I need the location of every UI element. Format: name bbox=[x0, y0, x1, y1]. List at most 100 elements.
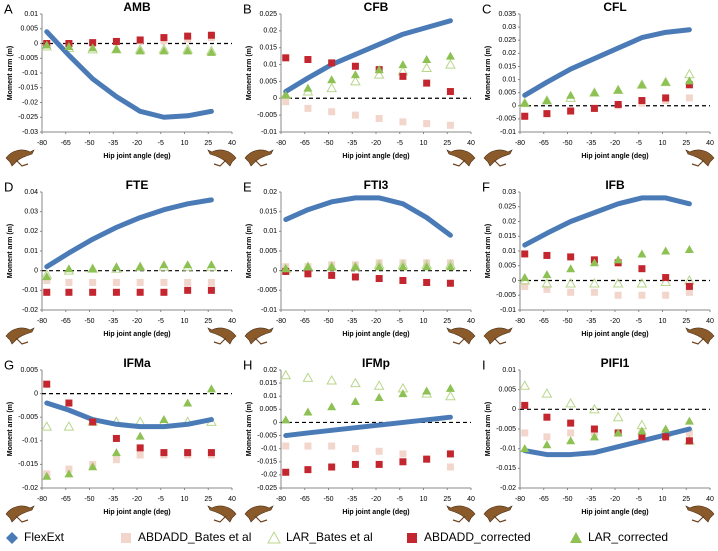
legend-swatch bbox=[267, 530, 281, 544]
x-tick-label: -50 bbox=[562, 140, 572, 147]
y-tick-label: -0.03 bbox=[22, 129, 38, 136]
bird-body bbox=[483, 327, 513, 345]
triangle-point bbox=[542, 96, 552, 105]
y-tick-label: 0.005 bbox=[259, 406, 277, 413]
open-triangle-point bbox=[565, 397, 577, 408]
triangle-point bbox=[135, 262, 145, 271]
square-point bbox=[543, 433, 551, 441]
y-tick-label: -0.01 bbox=[500, 129, 516, 136]
triangle-point bbox=[303, 262, 313, 271]
square-point bbox=[207, 286, 215, 294]
y-tick-label: -0.01 bbox=[500, 446, 516, 453]
triangle-point bbox=[303, 407, 313, 416]
square-point bbox=[614, 291, 622, 299]
square-point bbox=[446, 121, 454, 129]
square-point bbox=[282, 98, 290, 106]
y-tick-label: 0.005 bbox=[498, 263, 516, 270]
x-tick-label: 10 bbox=[420, 496, 428, 503]
triangle-point bbox=[206, 260, 216, 269]
legend-label: ABDADD_Bates et al bbox=[138, 530, 251, 544]
y-tick-label: 0 bbox=[512, 277, 516, 284]
y-tick-label: -0.01 bbox=[500, 307, 516, 314]
bird-body bbox=[5, 327, 35, 345]
square-point bbox=[638, 291, 646, 299]
x-tick-label: -65 bbox=[300, 140, 310, 147]
x-tick-label: 40 bbox=[228, 140, 236, 147]
square-point bbox=[685, 81, 693, 89]
square-point bbox=[136, 451, 144, 459]
square-point bbox=[446, 450, 454, 458]
x-axis-label: Hip joint angle (deg) bbox=[103, 153, 170, 160]
legend-label: LAR_Bates et al bbox=[286, 530, 373, 544]
x-tick-label: -65 bbox=[61, 140, 71, 147]
square-point bbox=[282, 442, 290, 450]
x-tick-label: 40 bbox=[228, 496, 236, 503]
open-triangle-point bbox=[373, 69, 385, 79]
square-point bbox=[304, 56, 312, 64]
bird-leg bbox=[213, 515, 227, 523]
open-triangle-point bbox=[280, 369, 292, 380]
triangle-point bbox=[637, 80, 647, 89]
x-axis-label: Hip joint angle (deg) bbox=[342, 509, 409, 516]
square-point bbox=[567, 429, 575, 437]
triangle-point bbox=[327, 262, 337, 271]
x-tick-label: -35 bbox=[586, 496, 596, 503]
y-tick-label: 0.035 bbox=[498, 11, 516, 18]
triangle-point bbox=[327, 75, 337, 84]
triangle-point bbox=[684, 245, 694, 254]
y-tick-label: 0.02 bbox=[263, 28, 277, 35]
x-axis-label: Hip joint angle (deg) bbox=[103, 509, 170, 516]
square-point bbox=[521, 112, 529, 120]
triangle-point bbox=[303, 83, 313, 92]
triangle-point bbox=[64, 264, 74, 273]
open-triangle-point bbox=[660, 276, 672, 286]
x-tick-label: -20 bbox=[371, 318, 381, 325]
x-tick-label: -5 bbox=[158, 318, 164, 325]
x-tick-label: -35 bbox=[586, 318, 596, 325]
x-tick-label: 40 bbox=[467, 318, 475, 325]
x-tick-label: 40 bbox=[228, 318, 236, 325]
triangle-point bbox=[422, 55, 432, 64]
triangle-point bbox=[613, 85, 623, 94]
triangle-point bbox=[398, 60, 408, 69]
triangle-point bbox=[159, 415, 169, 424]
square-point bbox=[304, 104, 312, 112]
bird-icon bbox=[446, 149, 476, 167]
square-point bbox=[328, 442, 336, 450]
bird-icon bbox=[244, 149, 274, 167]
triangle-point bbox=[281, 264, 291, 273]
y-tick-label: 0.03 bbox=[502, 24, 516, 31]
bird-leg bbox=[452, 337, 466, 345]
y-tick-label: -0.005 bbox=[496, 292, 516, 299]
square-point bbox=[89, 418, 97, 426]
y-tick-label: 0 bbox=[273, 268, 277, 275]
triangle-point bbox=[445, 383, 455, 392]
square-point bbox=[446, 463, 454, 471]
x-tick-label: -80 bbox=[515, 496, 525, 503]
triangle-point bbox=[183, 46, 193, 55]
x-tick-label: -20 bbox=[132, 318, 142, 325]
bird-body bbox=[207, 327, 237, 345]
y-tick-label: 0.02 bbox=[502, 218, 516, 225]
square-point bbox=[446, 88, 454, 96]
y-tick-label: 0.005 bbox=[498, 387, 516, 394]
x-tick-label: 25 bbox=[682, 318, 690, 325]
triangle-point bbox=[135, 46, 145, 55]
square-point bbox=[543, 251, 551, 259]
legend-swatch bbox=[121, 533, 131, 543]
x-tick-label: -5 bbox=[636, 496, 642, 503]
y-tick-label: -0.02 bbox=[261, 472, 277, 479]
y-tick-label: 0.025 bbox=[498, 37, 516, 44]
triangle-point bbox=[159, 46, 169, 55]
chart-title: AMB bbox=[123, 0, 151, 14]
bird-body bbox=[685, 327, 715, 345]
x-tick-label: 40 bbox=[467, 496, 475, 503]
square-point bbox=[304, 466, 312, 474]
bird-icon bbox=[685, 505, 715, 523]
bird-leg bbox=[691, 337, 705, 345]
legend-swatch bbox=[570, 532, 582, 543]
triangle-point bbox=[661, 424, 671, 433]
panel-label: D bbox=[4, 179, 13, 194]
triangle-point bbox=[613, 428, 623, 437]
